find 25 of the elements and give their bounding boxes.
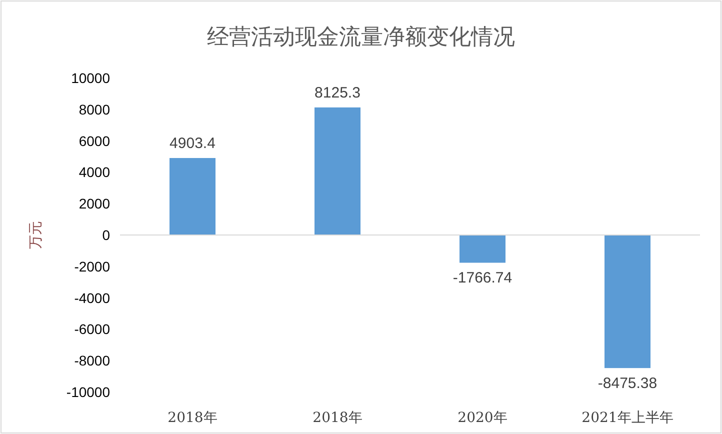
y-tick-label: 4000 [78,164,110,180]
y-tick-label: -4000 [74,290,110,306]
bar [604,235,650,368]
y-tick-label: 8000 [78,101,110,118]
data-label: 4903.4 [170,135,216,152]
y-tick-label: -6000 [74,321,110,338]
y-tick-label: -8000 [74,352,110,369]
x-tick-label: 2020年 [458,410,508,426]
y-tick-label: -2000 [74,258,110,274]
chart-title: 经营活动现金流量净额变化情况 [207,25,515,50]
data-label: 8125.3 [314,84,360,102]
x-tick-label: 2021年上半年 [582,410,674,426]
data-label: -8475.38 [598,375,658,392]
x-tick-label: 2018年 [312,410,362,426]
bar [170,158,216,235]
y-tick-label: 6000 [78,132,110,149]
bar [314,107,360,235]
y-tick-label: 10000 [71,70,110,86]
y-axis-title: 万元 [27,221,43,249]
data-label: -1766.74 [452,270,512,287]
x-tick-label: 2018年 [168,410,218,426]
y-tick-label: -10000 [66,384,110,400]
y-tick-label: 0 [102,227,110,243]
y-tick-label: 2000 [78,196,110,212]
bar [460,235,506,263]
